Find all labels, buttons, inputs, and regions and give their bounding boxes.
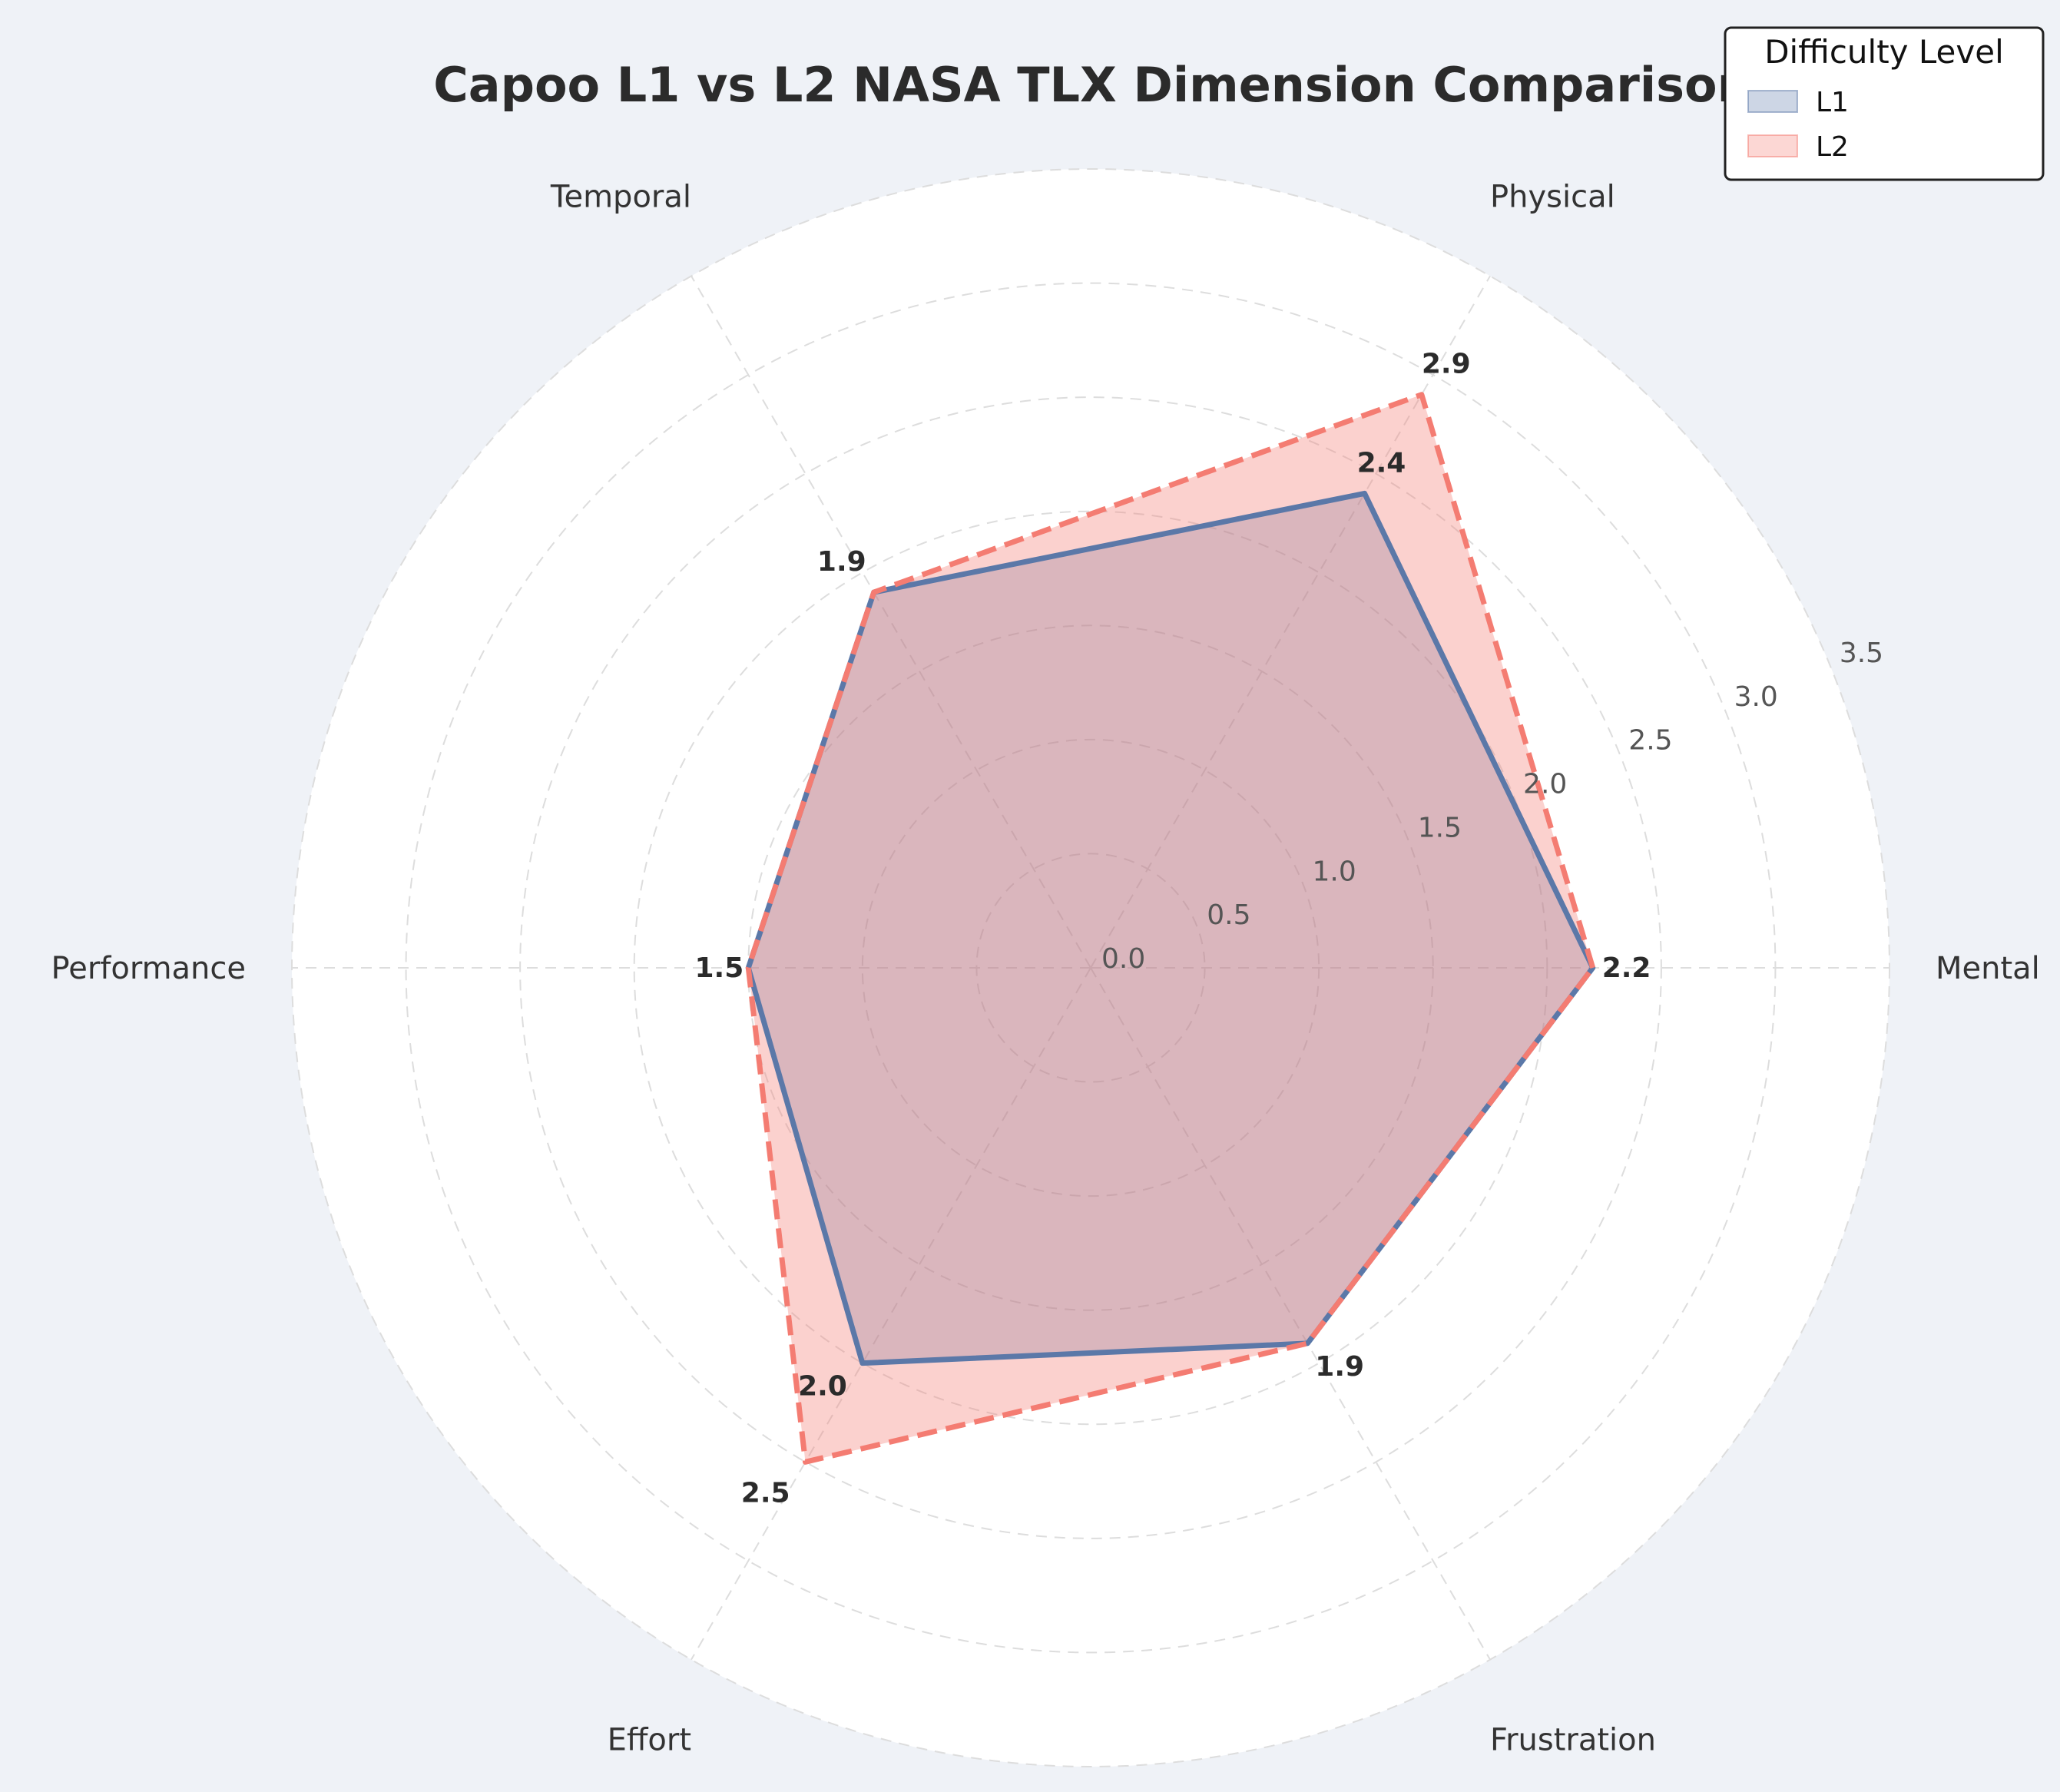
value-label-l2-physical: 2.9 bbox=[1422, 349, 1471, 380]
series-layer bbox=[745, 392, 1596, 1465]
radial-tick-label: 0.0 bbox=[1101, 943, 1145, 975]
legend-label-l1: L1 bbox=[1816, 87, 1849, 118]
radial-tick-label: 3.0 bbox=[1734, 681, 1778, 713]
grid-circle-4 bbox=[633, 510, 1548, 1426]
value-label-l1-temporal: 1.9 bbox=[817, 546, 866, 578]
radial-tick-label: 1.0 bbox=[1313, 856, 1356, 887]
legend: Difficulty Level L1 L2 bbox=[1724, 26, 2045, 181]
grid-circle-5 bbox=[519, 396, 1662, 1539]
legend-box bbox=[1724, 26, 2045, 181]
value-label-l1-physical: 2.4 bbox=[1357, 447, 1406, 479]
spoke-temporal bbox=[691, 275, 1091, 969]
spoke-frustration bbox=[1090, 967, 1491, 1661]
value-label-l1-performance: 1.5 bbox=[695, 952, 744, 984]
value-label-l2-effort: 2.5 bbox=[741, 1477, 790, 1509]
radial-tick-label: 1.5 bbox=[1418, 812, 1462, 843]
value-label-l1-effort: 2.0 bbox=[798, 1371, 847, 1403]
legend-swatch-l2 bbox=[1747, 134, 1798, 157]
value-label-l1-frustration: 1.9 bbox=[1315, 1351, 1364, 1383]
spoke-effort bbox=[691, 967, 1091, 1661]
series-area-l2 bbox=[748, 394, 1593, 1462]
legend-title: Difficulty Level bbox=[1764, 33, 2004, 71]
spoke-physical bbox=[1090, 275, 1491, 969]
grid bbox=[291, 168, 1890, 1767]
axis-label-frustration: Frustration bbox=[1490, 1723, 1656, 1758]
axis-label-effort: Effort bbox=[608, 1723, 691, 1758]
legend-label-l2: L2 bbox=[1816, 131, 1849, 163]
value-label-l1-mental: 2.2 bbox=[1602, 952, 1651, 984]
axis-label-physical: Physical bbox=[1490, 179, 1615, 214]
series-area-l1 bbox=[748, 493, 1593, 1363]
axis-label-performance: Performance bbox=[51, 951, 246, 986]
legend-swatch-l1 bbox=[1747, 90, 1798, 113]
series-line-l2 bbox=[745, 392, 1596, 1465]
radial-tick-label: 3.5 bbox=[1840, 638, 1883, 669]
radial-tick-label: 2.0 bbox=[1523, 769, 1567, 800]
axis-label-temporal: Temporal bbox=[550, 179, 691, 214]
axis-label-mental: Mental bbox=[1936, 951, 2040, 986]
chart-title: Capoo L1 vs L2 NASA TLX Dimension Compar… bbox=[433, 57, 1751, 113]
radial-tick-label: 0.5 bbox=[1207, 899, 1250, 931]
label-layer: 0.0 0.5 1.0 1.5 2.0 2.5 3.0 3.5 Mental Physical Te… bbox=[51, 179, 2040, 1757]
radial-tick-label: 2.5 bbox=[1628, 725, 1672, 757]
